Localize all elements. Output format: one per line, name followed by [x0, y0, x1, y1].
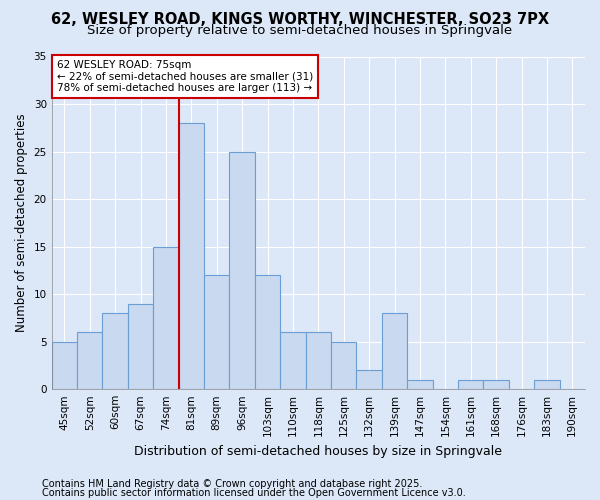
- Text: Contains public sector information licensed under the Open Government Licence v3: Contains public sector information licen…: [42, 488, 466, 498]
- Text: Size of property relative to semi-detached houses in Springvale: Size of property relative to semi-detach…: [88, 24, 512, 37]
- Bar: [179, 123, 204, 389]
- Bar: [484, 380, 509, 389]
- Y-axis label: Number of semi-detached properties: Number of semi-detached properties: [15, 114, 28, 332]
- Bar: [204, 275, 229, 389]
- Text: Contains HM Land Registry data © Crown copyright and database right 2025.: Contains HM Land Registry data © Crown c…: [42, 479, 422, 489]
- Bar: [356, 370, 382, 389]
- Bar: [407, 380, 433, 389]
- Bar: [103, 313, 128, 389]
- Bar: [305, 332, 331, 389]
- Bar: [534, 380, 560, 389]
- Bar: [229, 152, 255, 389]
- Title: 62, WESLEY ROAD, KINGS WORTHY, WINCHESTER, SO23 7PX
Size of property relative to: 62, WESLEY ROAD, KINGS WORTHY, WINCHESTE…: [0, 499, 1, 500]
- Bar: [52, 342, 77, 389]
- Bar: [458, 380, 484, 389]
- Bar: [280, 332, 305, 389]
- Bar: [77, 332, 103, 389]
- X-axis label: Distribution of semi-detached houses by size in Springvale: Distribution of semi-detached houses by …: [134, 444, 502, 458]
- Bar: [153, 246, 179, 389]
- Text: 62, WESLEY ROAD, KINGS WORTHY, WINCHESTER, SO23 7PX: 62, WESLEY ROAD, KINGS WORTHY, WINCHESTE…: [51, 12, 549, 28]
- Bar: [255, 275, 280, 389]
- Bar: [128, 304, 153, 389]
- Bar: [382, 313, 407, 389]
- Bar: [331, 342, 356, 389]
- Text: 62 WESLEY ROAD: 75sqm
← 22% of semi-detached houses are smaller (31)
78% of semi: 62 WESLEY ROAD: 75sqm ← 22% of semi-deta…: [57, 60, 313, 93]
